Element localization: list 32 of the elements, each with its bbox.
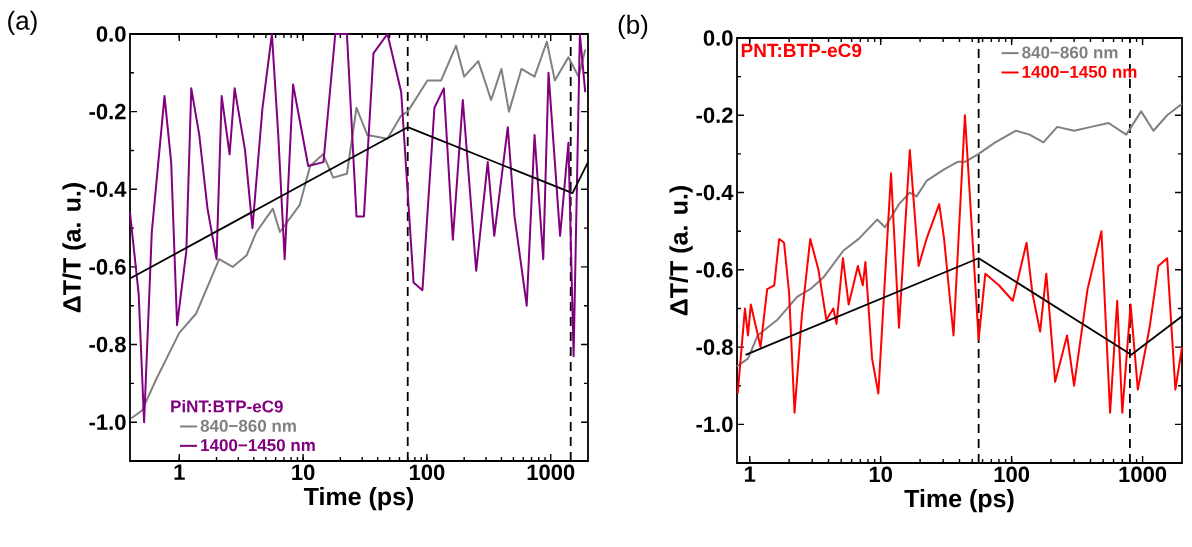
- x-axis-title: Time (ps): [303, 486, 414, 511]
- y-axis-title: ΔT/T (a. u.): [62, 183, 86, 313]
- annotation: PNT:BTP-eC9: [741, 43, 862, 58]
- text: (a): [8, 10, 37, 35]
- y-tick-label: -0.4: [89, 181, 127, 198]
- y-tick-label: -0.2: [89, 103, 126, 120]
- x-tick-label: 10: [292, 464, 315, 481]
- x-tick-label: 1000: [527, 464, 575, 481]
- legend-label: 1400−1450 nm: [1022, 65, 1137, 78]
- y-tick-label: 0.0: [96, 26, 126, 42]
- x-tick-label: 1000: [1119, 466, 1167, 483]
- legend-title: PiNT:BTP-eC9: [171, 399, 283, 413]
- y-tick-label: -0.4: [696, 184, 734, 201]
- x-tick-label: 1: [174, 464, 185, 480]
- y-tick-label: -0.8: [89, 336, 126, 353]
- y-tick-label: -0.2: [696, 107, 733, 124]
- x-tick-label: 100: [994, 466, 1030, 483]
- y-tick-label: -0.8: [696, 339, 733, 355]
- text: (b): [618, 14, 648, 40]
- x-tick-label: 100: [409, 464, 445, 481]
- legend-label: 840−860 nm: [1022, 46, 1118, 59]
- x-tick-label: 10: [869, 466, 892, 483]
- y-tick-label: -0.6: [696, 262, 733, 278]
- y-tick-label: -1.0: [89, 414, 126, 430]
- y-tick-label: -0.6: [89, 259, 126, 275]
- legend-label: 840−860 nm: [200, 419, 296, 432]
- y-axis-title: ΔT/T (a. u.): [669, 186, 693, 316]
- x-tick-label: 1: [744, 466, 756, 482]
- y-tick-label: -1.0: [696, 416, 733, 433]
- y-tick-label: 0.0: [703, 30, 733, 46]
- x-axis-title: Time (ps): [904, 488, 1014, 513]
- legend-label: 1400−1450 nm: [201, 439, 315, 452]
